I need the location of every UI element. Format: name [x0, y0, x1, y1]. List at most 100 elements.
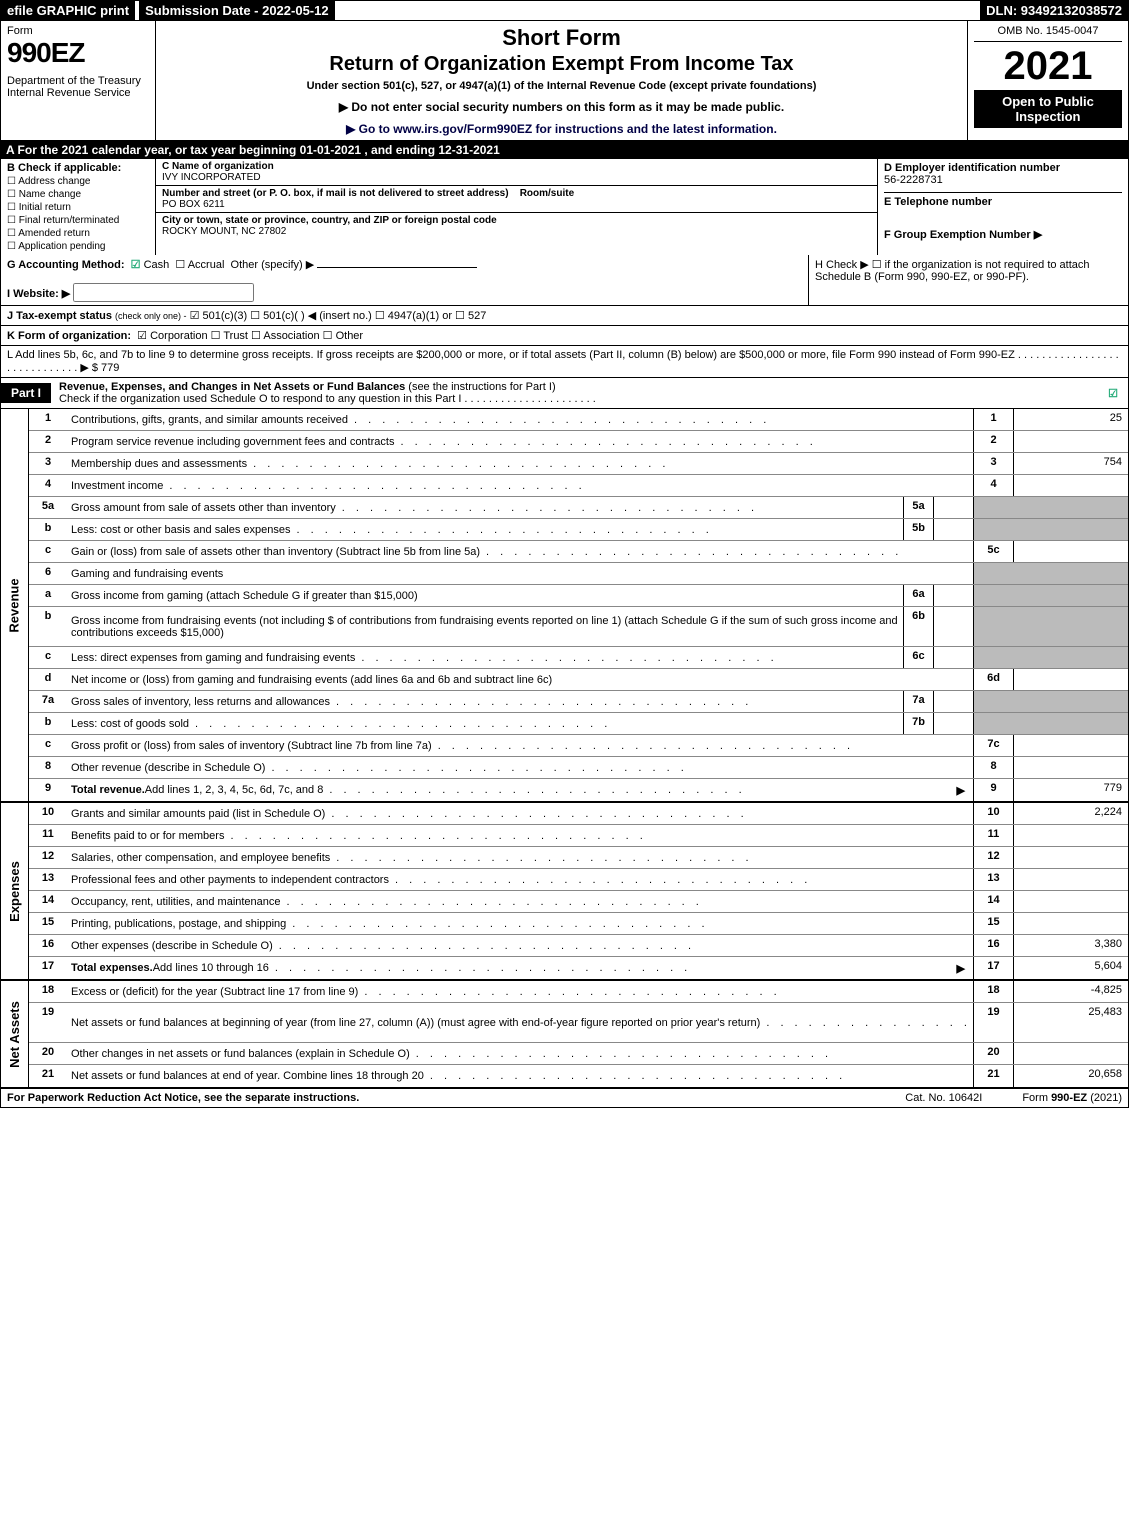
form-word: Form [7, 25, 149, 37]
d-value: 56-2228731 [884, 174, 1122, 186]
line-12: 12Salaries, other compensation, and empl… [29, 847, 1128, 869]
part-i-check-line: Check if the organization used Schedule … [59, 393, 596, 405]
right-line-value: 25,483 [1013, 1003, 1128, 1042]
title-return: Return of Organization Exempt From Incom… [164, 53, 959, 76]
part-i-title-bold: Revenue, Expenses, and Changes in Net As… [59, 381, 405, 393]
right-line-value: 5,604 [1013, 957, 1128, 979]
line-number: 2 [29, 431, 67, 452]
right-line-value [1013, 1043, 1128, 1064]
column-c: C Name of organization IVY INCORPORATED … [156, 159, 878, 255]
irs-link[interactable]: ▶ Go to www.irs.gov/Form990EZ for instru… [346, 122, 777, 136]
inline-box-value[interactable] [934, 585, 973, 606]
line-number: 13 [29, 869, 67, 890]
right-line-number: 5c [973, 541, 1013, 562]
inline-box-label: 6c [904, 647, 934, 668]
line-number: 9 [29, 779, 67, 801]
line-21: 21Net assets or fund balances at end of … [29, 1065, 1128, 1087]
k-label: K Form of organization: [7, 330, 131, 342]
line-19: 19Net assets or fund balances at beginni… [29, 1003, 1128, 1043]
cb-name-change[interactable]: ☐ Name change [7, 189, 149, 200]
inline-box-label: 6b [904, 607, 934, 646]
inline-box-value[interactable] [934, 497, 973, 518]
g-label: G Accounting Method: [7, 259, 125, 271]
line-7a: 7aGross sales of inventory, less returns… [29, 691, 1128, 713]
footer-left: For Paperwork Reduction Act Notice, see … [7, 1092, 865, 1104]
header-center: Short Form Return of Organization Exempt… [156, 21, 968, 140]
line-number: 19 [29, 1003, 67, 1042]
right-line-value: 20,658 [1013, 1065, 1128, 1087]
line-20: 20Other changes in net assets or fund ba… [29, 1043, 1128, 1065]
website-input[interactable] [73, 283, 254, 302]
side-label: Expenses [1, 803, 29, 979]
cb-initial-return[interactable]: ☐ Initial return [7, 202, 149, 213]
right-line-number: 12 [973, 847, 1013, 868]
header-left: Form 990EZ Department of the Treasury In… [1, 21, 156, 140]
line-1: 1Contributions, gifts, grants, and simil… [29, 409, 1128, 431]
line-description: Other expenses (describe in Schedule O).… [67, 935, 973, 956]
d-label: D Employer identification number [884, 162, 1122, 174]
right-line-number: 17 [973, 957, 1013, 979]
right-line-value [1013, 891, 1128, 912]
line-number: 1 [29, 409, 67, 430]
line-number: 16 [29, 935, 67, 956]
inline-box-value[interactable] [934, 691, 973, 712]
right-line-value [1013, 735, 1128, 756]
line-number: 8 [29, 757, 67, 778]
part-i-checkbox[interactable]: ☑ [1098, 387, 1128, 400]
line-8: 8Other revenue (describe in Schedule O).… [29, 757, 1128, 779]
right-line-value: 779 [1013, 779, 1128, 801]
line-6a: aGross income from gaming (attach Schedu… [29, 585, 1128, 607]
efile-label[interactable]: efile GRAPHIC print [1, 1, 135, 20]
line-description: Net assets or fund balances at beginning… [67, 1003, 973, 1042]
footer-right-pre: Form [1022, 1092, 1051, 1104]
department-label: Department of the Treasury Internal Reve… [7, 75, 149, 99]
cb-address-change-label: Address change [18, 176, 90, 187]
right-shade [973, 647, 1128, 668]
inline-box-value[interactable] [934, 713, 973, 734]
c-name-row: C Name of organization IVY INCORPORATED [156, 159, 877, 186]
right-line-value: 754 [1013, 453, 1128, 474]
omb-number: OMB No. 1545-0047 [974, 25, 1122, 42]
line-16: 16Other expenses (describe in Schedule O… [29, 935, 1128, 957]
side-label: Revenue [1, 409, 29, 801]
inline-box-label: 7a [904, 691, 934, 712]
right-line-number: 3 [973, 453, 1013, 474]
line-11: 11Benefits paid to or for members. . . .… [29, 825, 1128, 847]
org-city: ROCKY MOUNT, NC 27802 [162, 226, 286, 237]
subtitle: Under section 501(c), 527, or 4947(a)(1)… [164, 80, 959, 92]
line-number: 20 [29, 1043, 67, 1064]
right-line-number: 15 [973, 913, 1013, 934]
cb-final-return[interactable]: ☐ Final return/terminated [7, 215, 149, 226]
inline-box-value[interactable] [934, 519, 973, 540]
inline-box-value[interactable] [934, 647, 973, 668]
line-number: 12 [29, 847, 67, 868]
i-label: I Website: ▶ [7, 288, 70, 300]
topbar-spacer [335, 1, 981, 20]
dln-label: DLN: 93492132038572 [980, 1, 1128, 20]
check-icon: ☑ [131, 259, 141, 271]
inline-box-label: 6a [904, 585, 934, 606]
j-small: (check only one) - [115, 311, 187, 321]
block-bcdef: B Check if applicable: ☐ Address change … [0, 159, 1129, 255]
line-description: Professional fees and other payments to … [67, 869, 973, 890]
header-right: OMB No. 1545-0047 2021 Open to Public In… [968, 21, 1128, 140]
right-line-number: 19 [973, 1003, 1013, 1042]
cb-address-change[interactable]: ☐ Address change [7, 176, 149, 187]
goto-link-text[interactable]: ▶ Go to www.irs.gov/Form990EZ for instru… [164, 122, 959, 136]
inline-box-value[interactable] [934, 607, 973, 646]
line-4: 4Investment income. . . . . . . . . . . … [29, 475, 1128, 497]
right-line-number: 9 [973, 779, 1013, 801]
line-number: 5a [29, 497, 67, 518]
form-header: Form 990EZ Department of the Treasury In… [0, 21, 1129, 141]
e-label: E Telephone number [884, 192, 1122, 208]
line-description: Gross profit or (loss) from sales of inv… [67, 735, 973, 756]
f-label: F Group Exemption Number ▶ [884, 228, 1122, 241]
g-other-input[interactable] [317, 267, 477, 268]
part-i-header: Part I Revenue, Expenses, and Changes in… [0, 378, 1129, 409]
cb-amended-return[interactable]: ☐ Amended return [7, 228, 149, 239]
cb-application-pending[interactable]: ☐ Application pending [7, 241, 149, 252]
inline-box: 7b [903, 713, 973, 734]
inline-box: 5a [903, 497, 973, 518]
line-18: 18Excess or (deficit) for the year (Subt… [29, 981, 1128, 1003]
line-number: 10 [29, 803, 67, 824]
